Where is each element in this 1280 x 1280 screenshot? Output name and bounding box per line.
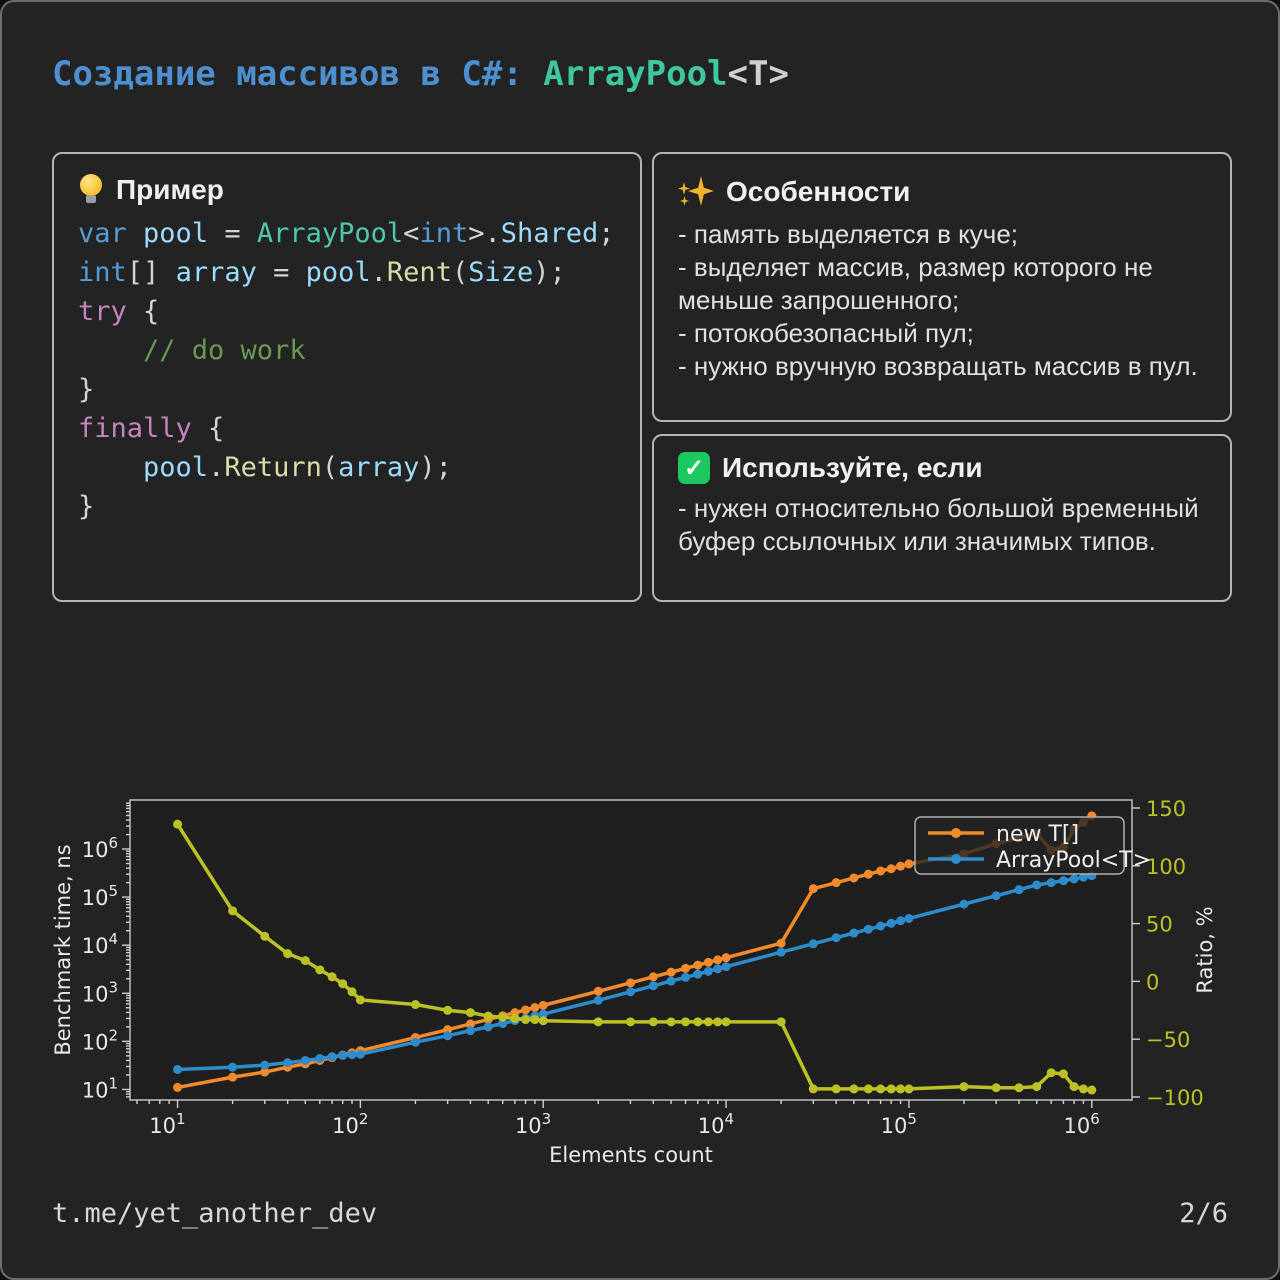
svg-text:100: 100 <box>1146 855 1186 879</box>
code-line: finally { <box>78 413 225 444</box>
svg-text:103: 103 <box>82 978 118 1006</box>
svg-text:102: 102 <box>82 1026 118 1054</box>
svg-text:−100: −100 <box>1146 1086 1204 1110</box>
use-card: ✓ Используйте, если - нужен относительно… <box>652 434 1232 602</box>
title-main: Создание массивов в C#: <box>52 54 544 94</box>
bullet-item: - нужен относительно большой временный б… <box>678 493 1199 556</box>
code-line: // do work <box>78 335 306 366</box>
svg-text:Benchmark time, ns: Benchmark time, ns <box>51 844 75 1055</box>
code-line: pool.Return(array); <box>143 452 452 483</box>
svg-text:ArrayPool<T>: ArrayPool<T> <box>996 848 1151 873</box>
svg-text:Ratio, %: Ratio, % <box>1193 906 1217 993</box>
svg-text:103: 103 <box>515 1110 551 1138</box>
bullet-item: - память выделяется в куче; <box>678 219 1019 249</box>
svg-text:106: 106 <box>82 834 118 862</box>
features-card-title: Особенности <box>726 176 911 207</box>
features-card: Особенности - память выделяется в куче; -… <box>652 152 1232 422</box>
svg-text:0: 0 <box>1146 970 1159 994</box>
sparkles-icon <box>678 174 714 210</box>
code-line: var pool = ArrayPool<int>.Shared; <box>78 218 615 249</box>
page-counter: 2/6 <box>1179 1198 1228 1229</box>
benchmark-chart: 101 102 103 104 105 106 101 102 103 104 105 106 150 1… <box>50 792 1236 1172</box>
svg-text:102: 102 <box>332 1110 368 1138</box>
features-list: - память выделяется в куче; - выделяет ма… <box>678 218 1206 383</box>
code-line: int[] array = pool.Rent(Size); <box>78 257 566 288</box>
title-generic: <T> <box>727 54 789 94</box>
code-line: try { <box>78 296 160 327</box>
svg-text:104: 104 <box>82 930 118 958</box>
lightbulb-icon <box>78 174 104 206</box>
title-arraypool: ArrayPool <box>543 54 728 94</box>
svg-text:new T[]: new T[] <box>996 822 1079 847</box>
footer-link[interactable]: t.me/yet_another_dev <box>52 1198 378 1229</box>
footer: t.me/yet_another_dev 2/6 <box>52 1198 1228 1229</box>
page-title: Создание массивов в C#: ArrayPool<T> <box>52 54 789 94</box>
code-block: var pool = ArrayPool<int>.Shared; int[] a… <box>78 214 616 526</box>
svg-text:Elements count: Elements count <box>549 1143 713 1167</box>
bullet-item: - выделяет массив, размер которого не ме… <box>678 252 1153 315</box>
example-card-title: Пример <box>116 174 224 205</box>
svg-text:104: 104 <box>698 1110 734 1138</box>
use-card-title: Используйте, если <box>722 452 983 483</box>
svg-text:50: 50 <box>1146 913 1173 937</box>
use-list: - нужен относительно большой временный б… <box>678 492 1206 558</box>
check-icon: ✓ <box>678 452 710 484</box>
code-line: } <box>78 374 95 405</box>
example-card-header: Пример <box>78 174 616 206</box>
example-card: Пример var pool = ArrayPool<int>.Shared;… <box>52 152 642 602</box>
chart-legend: new T[]ArrayPool<T> <box>914 816 1151 875</box>
svg-text:105: 105 <box>82 882 118 910</box>
bullet-item: - потокобезопасный пул; <box>678 318 974 348</box>
svg-text:106: 106 <box>1063 1110 1099 1138</box>
svg-text:105: 105 <box>881 1110 917 1138</box>
features-card-header: Особенности <box>678 174 1206 210</box>
benchmark-chart-svg: 101 102 103 104 105 106 101 102 103 104 105 106 150 1… <box>51 797 1217 1167</box>
svg-text:101: 101 <box>82 1074 118 1102</box>
code-line: } <box>78 491 95 522</box>
svg-text:101: 101 <box>149 1110 185 1138</box>
svg-text:−50: −50 <box>1146 1028 1190 1052</box>
use-card-header: ✓ Используйте, если <box>678 452 1206 484</box>
svg-text:150: 150 <box>1146 797 1186 821</box>
bullet-item: - нужно вручную возвращать массив в пул. <box>678 351 1198 381</box>
